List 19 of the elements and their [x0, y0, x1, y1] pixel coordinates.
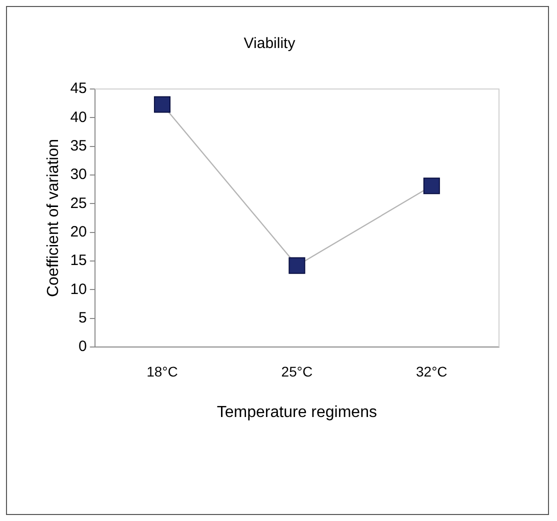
y-tick-label: 5: [78, 309, 87, 326]
x-axis-title: Temperature regimens: [216, 404, 377, 421]
y-tick-label: 15: [70, 252, 87, 270]
point: [154, 96, 171, 113]
chart-title: Viability: [244, 35, 296, 52]
y-axis-title: Coefficient of variation: [45, 138, 62, 298]
y-tick-label: 40: [70, 108, 87, 126]
x-tick-label: 18°C: [146, 363, 178, 380]
y-tick-label: 35: [70, 137, 87, 154]
y-tick-label: 20: [70, 223, 87, 240]
y-tick-label: 45: [70, 80, 87, 98]
y-tick-label: 10: [70, 280, 87, 298]
y-tick-label: 0: [78, 338, 87, 356]
x-tick-label: 32°C: [416, 363, 448, 380]
point: [288, 257, 306, 274]
point: [423, 178, 440, 194]
x-tick-label: 25°C: [281, 363, 313, 380]
y-tick-label: 25: [70, 194, 87, 212]
y-tick-label: 30: [70, 166, 87, 184]
